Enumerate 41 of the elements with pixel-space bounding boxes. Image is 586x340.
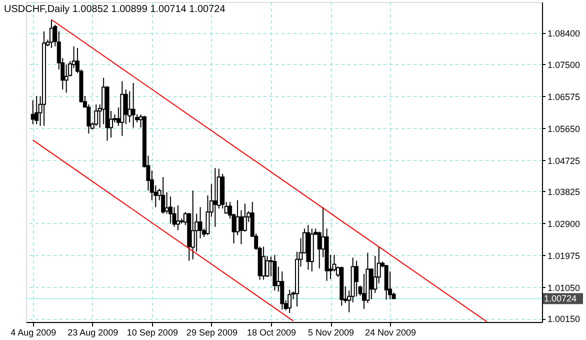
- candlestick: [242, 203, 247, 232]
- candlestick: [262, 246, 266, 280]
- y-tick-label: 1.01050: [548, 282, 580, 293]
- candlestick: [124, 89, 128, 125]
- chart-title: USDCHF,Daily 1.00852 1.00899 1.00714 1.00724: [4, 4, 226, 15]
- y-tick-label: 1.02900: [548, 218, 580, 229]
- x-tick-label: 5 Nov 2009: [308, 328, 354, 338]
- candlestick: [64, 64, 68, 94]
- x-tick-label: 4 Aug 2009: [10, 328, 56, 338]
- candlestick: [213, 168, 218, 228]
- candlestick: [239, 210, 244, 245]
- y-tick-label: 1.05650: [548, 124, 580, 134]
- candlestick: [354, 260, 359, 297]
- y-tick-label: 1.06575: [548, 92, 580, 102]
- candlestick: [164, 192, 169, 214]
- candlestick: [168, 196, 173, 224]
- ref-line-label: 1.00724: [544, 294, 577, 304]
- candlestick: [30, 100, 35, 125]
- candlestick: [190, 190, 195, 260]
- candlestick: [288, 289, 292, 314]
- candlestick: [176, 204, 180, 231]
- candlestick: [265, 255, 270, 278]
- x-tick-label: 18 Oct 2009: [246, 328, 296, 338]
- y-tick-label: 1.08400: [548, 28, 580, 39]
- y-tick-label: 1.04725: [548, 156, 580, 166]
- candlestick: [94, 104, 98, 126]
- candlestick: [161, 176, 166, 214]
- candlestick: [280, 270, 284, 310]
- candlestick: [34, 96, 39, 125]
- y-tick-label: 1.03825: [548, 186, 580, 197]
- x-tick-label: 23 Aug 2009: [68, 328, 118, 338]
- candlestick: [198, 206, 202, 239]
- candlestick: [131, 82, 136, 128]
- y-tick-label: 1.00150: [548, 314, 580, 324]
- x-tick-label: 24 Nov 2009: [365, 328, 416, 338]
- y-tick-label: 1.07500: [548, 60, 580, 70]
- x-tick-label: 29 Sep 2009: [186, 328, 238, 338]
- x-tick-label: 10 Sep 2009: [126, 328, 178, 338]
- candlestick: [86, 104, 91, 134]
- candlestick: [102, 77, 106, 125]
- y-tick-label: 1.01975: [548, 250, 580, 261]
